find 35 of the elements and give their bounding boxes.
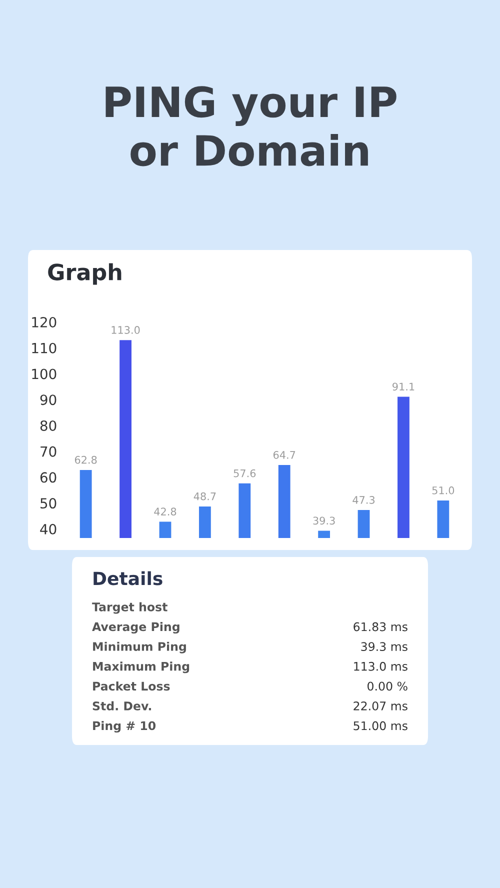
- text: 22.07 ms: [354, 701, 408, 710]
- y-tick-label: 90: [40, 394, 56, 406]
- data-label: 64.7: [273, 450, 296, 459]
- text: Packet Loss: [93, 681, 170, 691]
- data-label: 47.3: [352, 496, 375, 504]
- y-tick-label: 100: [32, 368, 56, 380]
- y-tick-label: 120: [32, 316, 56, 328]
- data-label: 62.8: [74, 456, 97, 464]
- text: 39.3 ms: [361, 642, 408, 652]
- y-tick-label: 80: [40, 420, 56, 431]
- text: Details: [94, 571, 162, 586]
- data-label: 113.0: [112, 326, 140, 334]
- chart-title: PING your IP or Domain: [106, 86, 396, 166]
- text: 61.83 ms: [354, 622, 408, 632]
- text: Maximum Ping: [93, 662, 190, 674]
- y-tick-label: 70: [40, 446, 56, 457]
- data-label: 91.1: [392, 382, 414, 391]
- y-tick-label: 110: [32, 342, 56, 354]
- data-label: 51.0: [432, 486, 454, 494]
- text: 0.00 %: [368, 682, 408, 691]
- data-label: 39.3: [313, 516, 335, 525]
- data-label: 48.7: [194, 492, 216, 500]
- y-tick-label: 40: [40, 524, 56, 534]
- chart-subtitle: Graph: [48, 263, 122, 285]
- y-tick-label: 60: [40, 472, 56, 483]
- text: Ping # 10: [93, 721, 156, 733]
- text: Target host: [92, 602, 168, 614]
- text: Minimum Ping: [93, 642, 186, 654]
- data-label: 57.6: [234, 469, 256, 478]
- text: Average Ping: [92, 622, 180, 634]
- text: Std. Dev.: [92, 701, 152, 710]
- text: 113.0 ms: [354, 662, 408, 671]
- text: 51.00 ms: [354, 721, 408, 730]
- y-tick-label: 50: [40, 498, 56, 509]
- data-label: 42.8: [154, 508, 176, 516]
